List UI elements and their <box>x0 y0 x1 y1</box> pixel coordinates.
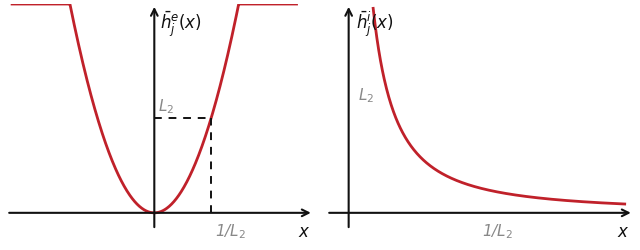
Text: 1/L$_2$: 1/L$_2$ <box>214 222 246 240</box>
Text: $\bar{h}^{i}_{j}(x)$: $\bar{h}^{i}_{j}(x)$ <box>356 10 394 39</box>
Text: L$_2$: L$_2$ <box>358 86 374 104</box>
Text: $\bar{h}^{e}_{j}(x)$: $\bar{h}^{e}_{j}(x)$ <box>160 10 202 39</box>
Text: $x$: $x$ <box>298 222 311 240</box>
Text: L$_2$: L$_2$ <box>158 97 175 116</box>
Text: 1/L$_2$: 1/L$_2$ <box>482 222 513 240</box>
Text: $x$: $x$ <box>617 222 629 240</box>
